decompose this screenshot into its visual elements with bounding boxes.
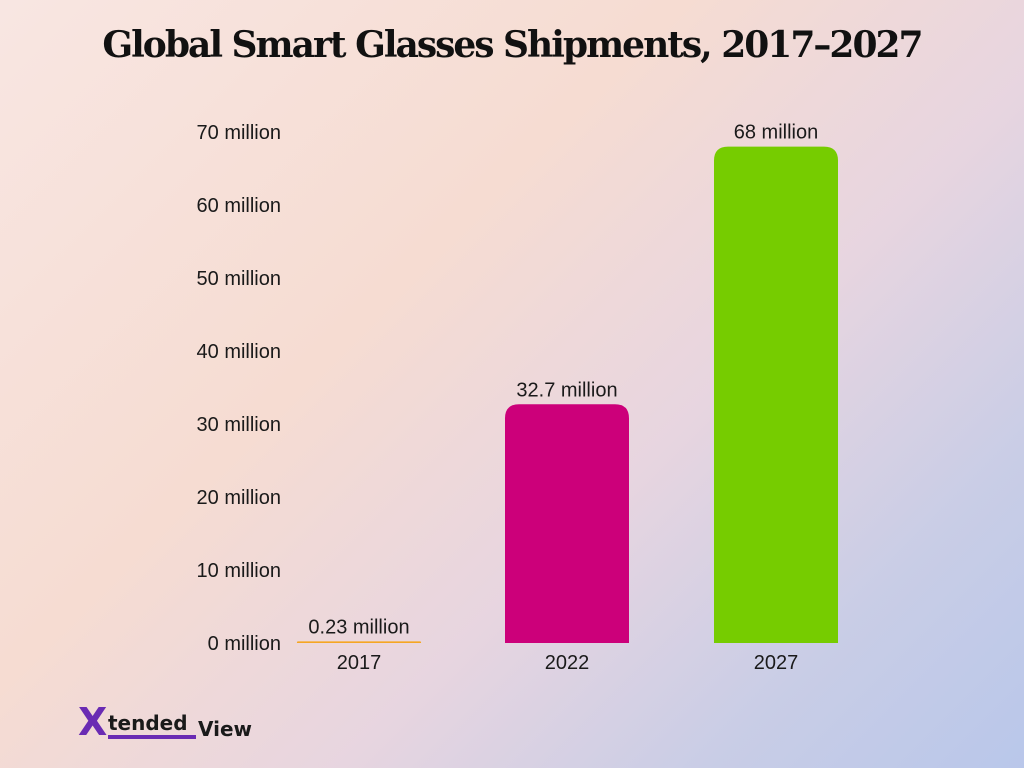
data-label: 68 million: [734, 122, 818, 144]
bar-2017: [297, 641, 421, 643]
chart-title: Global Smart Glasses Shipments, 2017–202…: [102, 24, 923, 66]
bar-2027: [714, 146, 838, 643]
y-tick-label: 60 million: [197, 195, 281, 217]
logo-word-view: View: [198, 717, 253, 741]
xtendedview-logo: X tended View: [78, 702, 278, 746]
x-tick-label: 2027: [754, 652, 799, 674]
bar-chart: 0 million 10 million 20 million 30 million 4…: [197, 122, 838, 674]
logo-underline: [108, 735, 196, 739]
y-tick-label: 0 million: [208, 633, 281, 655]
data-label: 32.7 million: [516, 379, 617, 401]
y-tick-label: 70 million: [197, 122, 281, 144]
x-tick-label: 2022: [545, 652, 590, 674]
data-label: 0.23 million: [308, 616, 409, 638]
x-tick-label: 2017: [337, 652, 382, 674]
y-tick-label: 30 million: [197, 414, 281, 436]
y-tick-label: 20 million: [197, 487, 281, 509]
logo-word-tended: tended: [108, 711, 188, 735]
bar-2022: [505, 404, 629, 643]
y-tick-label: 10 million: [197, 560, 281, 582]
y-tick-label: 50 million: [197, 268, 281, 290]
logo-x-mark: X: [78, 700, 108, 744]
y-tick-label: 40 million: [197, 341, 281, 363]
